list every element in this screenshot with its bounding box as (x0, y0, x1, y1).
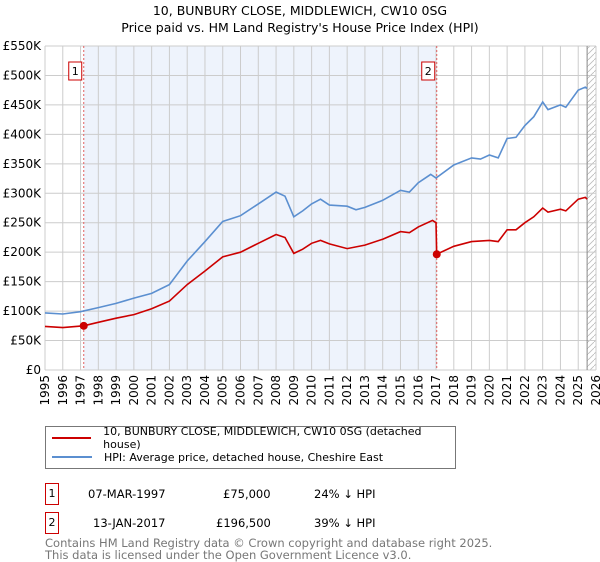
x-tick-label: 1998 (91, 375, 105, 406)
x-tick-label: 2001 (145, 375, 159, 406)
y-tick-label: £550K (3, 39, 43, 53)
y-tick-label: £350K (3, 157, 43, 171)
transaction-marker: 1 (45, 483, 59, 505)
sale-label: 1 (72, 65, 79, 78)
x-tick-label: 2013 (358, 375, 372, 406)
x-tick-label: 2004 (198, 375, 212, 406)
x-tick-label: 1996 (56, 375, 70, 406)
x-tick-label: 2024 (553, 375, 567, 406)
transaction-hpi: 24% ↓ HPI (314, 487, 376, 501)
transaction-row: 2 13-JAN-2017 £196,500 39% ↓ HPI (45, 512, 465, 534)
sale-label: 2 (425, 65, 432, 78)
footer: Contains HM Land Registry data © Crown c… (45, 537, 492, 561)
footer-line: Contains HM Land Registry data © Crown c… (45, 536, 493, 550)
x-tick-label: 2022 (518, 375, 532, 406)
transaction-price: £196,500 (216, 516, 271, 530)
transaction-date: 13-JAN-2017 (93, 516, 166, 530)
x-tick-label: 2023 (536, 375, 550, 406)
legend-red-line (52, 437, 92, 439)
x-tick-label: 2026 (589, 375, 600, 406)
x-tick-label: 2016 (411, 375, 425, 406)
transaction-row: 1 07-MAR-1997 £75,000 24% ↓ HPI (45, 483, 465, 505)
x-tick-label: 2005 (216, 375, 230, 406)
ownership-shading (83, 46, 437, 370)
x-tick-label: 2017 (429, 375, 443, 406)
legend: 10, BUNBURY CLOSE, MIDDLEWICH, CW10 0SG … (45, 425, 456, 469)
x-tick-label: 1997 (74, 375, 88, 406)
sale-point (432, 250, 441, 259)
x-tick-label: 2019 (465, 375, 479, 406)
property-price-line (44, 196, 588, 329)
x-tick-label: 2000 (127, 375, 141, 406)
x-tick-label: 1995 (38, 375, 52, 406)
x-tick-label: 2025 (571, 375, 585, 406)
x-tick-label: 2014 (376, 375, 390, 406)
sale-label-box (421, 61, 436, 81)
x-tick-label: 2010 (305, 375, 319, 406)
y-tick-label: £500K (3, 68, 43, 82)
y-tick-label: £300K (3, 186, 43, 200)
x-tick-label: 2020 (482, 375, 496, 406)
sale-label-box (68, 61, 83, 81)
legend-property: 10, BUNBURY CLOSE, MIDDLEWICH, CW10 0SG … (103, 425, 422, 451)
legend-blue-line (52, 456, 92, 458)
y-tick-label: £250K (3, 216, 43, 230)
x-tick-label: 2006 (234, 375, 248, 406)
x-tick-label: 2007 (251, 375, 265, 406)
y-tick-label: £100K (3, 304, 43, 318)
x-tick-label: 2015 (393, 375, 407, 406)
x-tick-label: 2003 (180, 375, 194, 406)
hpi-line (44, 86, 588, 315)
x-tick-label: 2011 (322, 375, 336, 406)
price-chart: £0 £50K £100K £150K £200K £250K £300K £350K £400… (3, 39, 600, 406)
y-tick-label: £400K (3, 127, 43, 141)
transaction-hpi: 39% ↓ HPI (314, 516, 376, 530)
x-tick-label: 2018 (447, 375, 461, 406)
x-tick-label: 2021 (500, 375, 514, 406)
x-tick-label: 1999 (109, 375, 123, 406)
chart-title: 10, BUNBURY CLOSE, MIDDLEWICH, CW10 0SG (152, 3, 448, 18)
transaction-price: £75,000 (223, 487, 271, 501)
x-tick-label: 2009 (287, 375, 301, 406)
x-tick-label: 2012 (340, 375, 354, 406)
transaction-date: 07-MAR-1997 (88, 487, 166, 501)
y-tick-label: £450K (3, 98, 43, 112)
x-tick-label: 2008 (269, 375, 283, 406)
y-tick-label: £150K (3, 275, 43, 289)
forecast-hatch (587, 46, 596, 370)
x-tick-label: 2002 (162, 375, 176, 406)
sale-point (79, 321, 88, 330)
footer-line: This data is licensed under the Open Gov… (45, 548, 412, 562)
y-tick-label: £200K (3, 245, 43, 259)
y-tick-label: £50K (10, 334, 42, 348)
chart-subtitle: Price paid vs. HM Land Registry's House … (121, 20, 479, 35)
legend-hpi: HPI: Average price, detached house, Ches… (104, 450, 384, 464)
y-tick-label: £0 (26, 363, 41, 377)
transaction-marker: 2 (45, 512, 59, 534)
